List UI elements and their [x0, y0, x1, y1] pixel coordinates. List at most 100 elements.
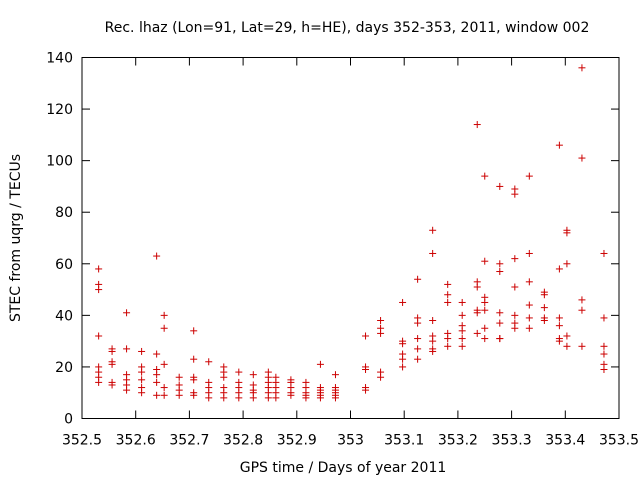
- data-point: [362, 386, 370, 394]
- data-point: [235, 368, 243, 376]
- data-point: [473, 309, 481, 317]
- data-point: [175, 391, 183, 399]
- data-point: [272, 394, 280, 402]
- data-point: [525, 278, 533, 286]
- data-points: [95, 64, 608, 402]
- data-point: [600, 249, 608, 257]
- data-point: [444, 291, 452, 299]
- data-point: [555, 141, 563, 149]
- data-point: [190, 327, 198, 335]
- data-point: [481, 335, 489, 343]
- y-tick-label: 100: [46, 154, 73, 170]
- data-point: [481, 257, 489, 265]
- data-point: [458, 342, 466, 350]
- data-point: [563, 332, 571, 340]
- data-point: [600, 342, 608, 350]
- data-point: [481, 324, 489, 332]
- data-point: [525, 314, 533, 322]
- data-point: [399, 340, 407, 348]
- data-point: [160, 384, 168, 392]
- data-point: [316, 394, 324, 402]
- data-point: [473, 329, 481, 337]
- data-point: [138, 376, 146, 384]
- data-point: [138, 347, 146, 355]
- data-point: [600, 350, 608, 358]
- data-point: [249, 371, 257, 379]
- data-point: [525, 324, 533, 332]
- data-point: [108, 360, 116, 368]
- data-point: [429, 347, 437, 355]
- data-point: [377, 373, 385, 381]
- data-point: [414, 335, 422, 343]
- data-point: [563, 229, 571, 237]
- data-point: [123, 345, 131, 353]
- data-point: [600, 314, 608, 322]
- data-point: [153, 350, 161, 358]
- data-point: [540, 291, 548, 299]
- data-point: [481, 298, 489, 306]
- data-point: [563, 260, 571, 268]
- data-point: [473, 121, 481, 129]
- data-point: [377, 317, 385, 325]
- data-point: [444, 280, 452, 288]
- x-tick-label: 353: [337, 433, 364, 449]
- data-point: [287, 391, 295, 399]
- x-axis-label: GPS time / Days of year 2011: [240, 460, 447, 476]
- data-point: [511, 324, 519, 332]
- x-tick-label: 353.5: [599, 433, 639, 449]
- data-point: [525, 172, 533, 180]
- data-point: [377, 329, 385, 337]
- data-point: [429, 249, 437, 257]
- data-point: [399, 298, 407, 306]
- data-point: [414, 355, 422, 363]
- data-point: [555, 265, 563, 273]
- data-point: [496, 182, 504, 190]
- data-point: [153, 371, 161, 379]
- data-point: [220, 373, 228, 381]
- x-tick-label: 353.1: [384, 433, 424, 449]
- data-point: [511, 311, 519, 319]
- data-point: [220, 394, 228, 402]
- x-tick-label: 352.5: [62, 433, 102, 449]
- data-point: [160, 311, 168, 319]
- data-point: [95, 378, 103, 386]
- x-tick-label: 353.4: [545, 433, 585, 449]
- x-tick-label: 352.7: [169, 433, 209, 449]
- data-point: [555, 337, 563, 345]
- data-point: [249, 394, 257, 402]
- data-point: [302, 394, 310, 402]
- y-tick-label: 80: [55, 205, 73, 221]
- y-axis-ticks: 0 20 40 60 80 100 120 140: [46, 51, 619, 428]
- data-point: [153, 391, 161, 399]
- data-point: [578, 154, 586, 162]
- data-point: [429, 317, 437, 325]
- data-point: [540, 304, 548, 312]
- data-point: [429, 226, 437, 234]
- x-tick-label: 353.3: [492, 433, 532, 449]
- data-point: [160, 324, 168, 332]
- data-point: [458, 327, 466, 335]
- data-point: [316, 360, 324, 368]
- data-point: [555, 314, 563, 322]
- data-point: [160, 391, 168, 399]
- data-point: [414, 345, 422, 353]
- data-point: [458, 335, 466, 343]
- data-point: [511, 255, 519, 263]
- data-point: [429, 337, 437, 345]
- data-point: [578, 306, 586, 314]
- data-point: [563, 342, 571, 350]
- data-point: [205, 394, 213, 402]
- data-point: [496, 309, 504, 317]
- x-tick-label: 352.9: [277, 433, 317, 449]
- data-point: [331, 394, 339, 402]
- data-point: [362, 332, 370, 340]
- y-tick-label: 140: [46, 51, 73, 67]
- data-point: [414, 319, 422, 327]
- data-point: [481, 306, 489, 314]
- data-point: [458, 298, 466, 306]
- data-point: [444, 342, 452, 350]
- data-point: [444, 335, 452, 343]
- data-point: [578, 64, 586, 72]
- data-point: [235, 394, 243, 402]
- data-point: [108, 347, 116, 355]
